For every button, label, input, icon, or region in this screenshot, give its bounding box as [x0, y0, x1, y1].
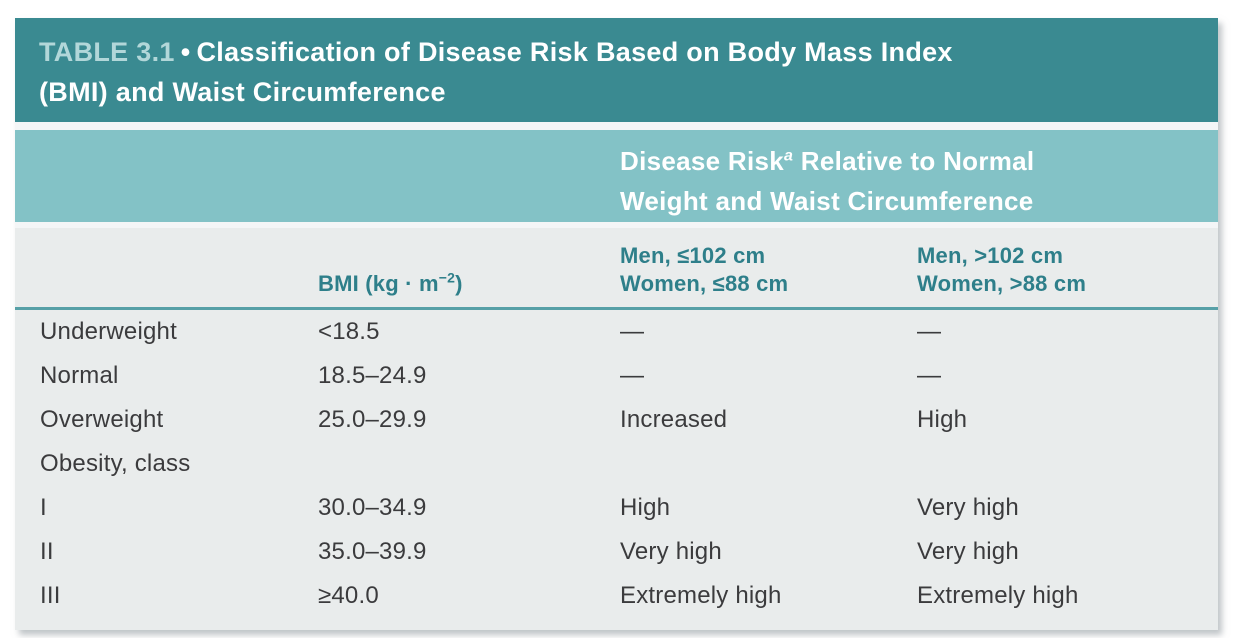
table-row: Normal 18.5–24.9 — —	[15, 354, 1218, 398]
table-row: Obesity, class	[15, 442, 1218, 486]
band-divider	[15, 222, 1218, 228]
risk-elevated-cell: —	[917, 362, 942, 389]
spanner-header-band: Disease Riska Relative to Normal Weight …	[15, 130, 1218, 222]
risk-normal-cell: High	[620, 494, 671, 521]
table-row: III ≥40.0 Extremely high Extremely high	[15, 574, 1218, 618]
table-title-text: Classification of Disease Risk Based on …	[196, 37, 953, 67]
bmi-exponent: −2	[438, 269, 456, 286]
risk-normal-cell: —	[620, 318, 645, 345]
col-header-risk-normal: Men, ≤102 cm Women, ≤88 cm	[620, 243, 789, 296]
table-title-line2: (BMI) and Waist Circumference	[39, 77, 446, 107]
risk-normal-cell: Increased	[620, 406, 728, 433]
risk-elevated-cell: Extremely high	[917, 582, 1079, 609]
spanner-line2: Weight and Waist Circumference	[620, 186, 1034, 216]
col-header-bmi: BMI (kg · m−2)	[318, 269, 463, 296]
risk-elevated-cell: Very high	[917, 494, 1019, 521]
col-header-risk-elevated: Men, >102 cm Women, >88 cm	[917, 243, 1087, 296]
category-cell: Obesity, class	[40, 450, 191, 477]
category-cell: III	[40, 582, 61, 609]
table-title-band: TABLE 3.1 • Classification of Disease Risk…	[15, 18, 1218, 122]
table-number: TABLE 3.1	[39, 37, 175, 67]
table-row: II 35.0–39.9 Very high Very high	[15, 530, 1218, 574]
bmi-cell: <18.5	[318, 318, 380, 345]
bmi-cell: 35.0–39.9	[318, 538, 427, 565]
risk-normal-cell: Very high	[620, 538, 722, 565]
risk-normal-cell: —	[620, 362, 645, 389]
risk-elevated-cell: —	[917, 318, 942, 345]
table-row: I 30.0–34.9 High Very high	[15, 486, 1218, 530]
category-cell: Normal	[40, 362, 119, 389]
table-row: Underweight <18.5 — —	[15, 310, 1218, 354]
risk-elevated-cell: High	[917, 406, 968, 433]
spanner-text-cont: Relative to Normal	[793, 146, 1035, 176]
table-row: Overweight 25.0–29.9 Increased High	[15, 398, 1218, 442]
band-divider	[15, 122, 1218, 130]
spanner-text: Disease Risk	[620, 146, 785, 176]
bmi-cell: 30.0–34.9	[318, 494, 427, 521]
bmi-cell: ≥40.0	[318, 582, 379, 609]
spanner-line1: Disease Riska Relative to Normal	[620, 141, 1218, 181]
risk-normal-cell: Extremely high	[620, 582, 782, 609]
footnote-marker: a	[784, 147, 794, 165]
bmi-cell: 18.5–24.9	[318, 362, 427, 389]
category-cell: Underweight	[40, 318, 177, 345]
table-card: TABLE 3.1 • Classification of Disease Risk…	[15, 18, 1218, 630]
category-cell: II	[40, 538, 54, 565]
risk-elevated-cell: Very high	[917, 538, 1019, 565]
table-title-line1: TABLE 3.1 • Classification of Disease Risk…	[39, 32, 1188, 72]
column-header-row: BMI (kg · m−2) Men, ≤102 cm Women, ≤88 c…	[15, 228, 1218, 307]
header-rule	[15, 307, 1218, 310]
category-cell: Overweight	[40, 406, 164, 433]
title-bullet: •	[180, 37, 191, 67]
table-body-area: BMI (kg · m−2) Men, ≤102 cm Women, ≤88 c…	[15, 228, 1218, 630]
bmi-cell: 25.0–29.9	[318, 406, 427, 433]
category-cell: I	[40, 494, 47, 521]
